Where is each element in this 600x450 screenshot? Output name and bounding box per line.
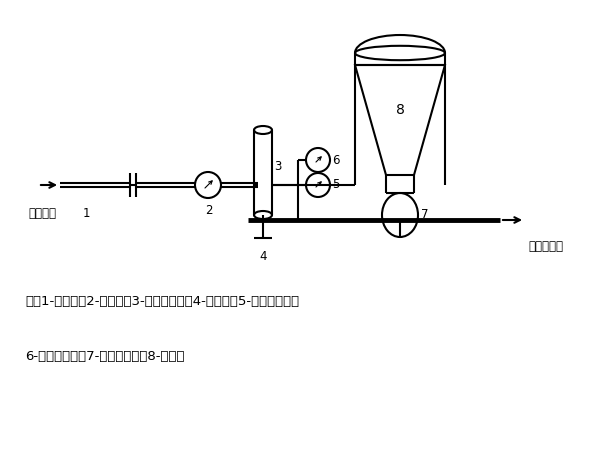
Text: 6-灰罐压力表；7-发送器转鼓；8-灰罐。: 6-灰罐压力表；7-发送器转鼓；8-灰罐。 <box>25 350 185 363</box>
Text: 压缩空气: 压缩空气 <box>28 207 56 220</box>
Text: 气粉混合物: 气粉混合物 <box>528 240 563 253</box>
Text: 5: 5 <box>332 179 340 192</box>
Text: 2: 2 <box>205 204 213 217</box>
Text: 1: 1 <box>83 207 91 220</box>
Text: 6: 6 <box>332 153 340 166</box>
Text: 3: 3 <box>274 161 281 174</box>
Text: 4: 4 <box>259 250 267 263</box>
Text: 8: 8 <box>395 103 404 117</box>
Text: 注：1-节流阀；2-流量计；3-气水分离器；4-安全阀；5-管道压力表；: 注：1-节流阀；2-流量计；3-气水分离器；4-安全阀；5-管道压力表； <box>25 295 299 308</box>
Text: 7: 7 <box>421 208 428 221</box>
